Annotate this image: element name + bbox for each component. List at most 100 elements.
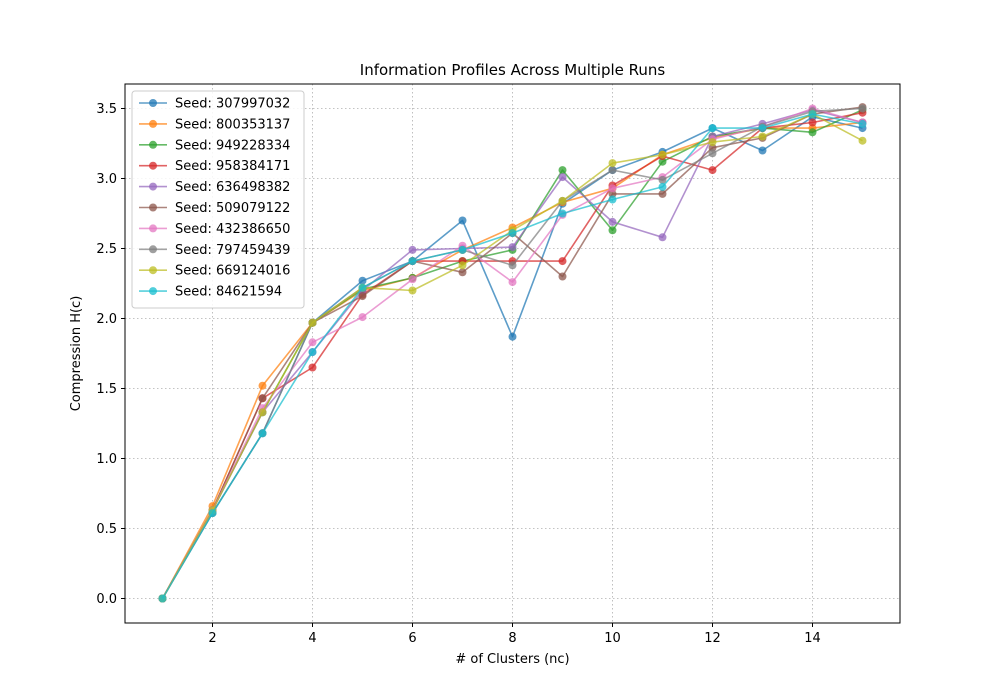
legend-marker [149, 119, 157, 128]
data-point [658, 189, 667, 198]
data-point [858, 104, 867, 113]
legend-item: Seed: 949228334 [139, 138, 290, 153]
y-axis-label: Compression H(c) [69, 296, 84, 412]
data-point [608, 226, 617, 235]
data-point [308, 338, 317, 347]
data-point [408, 257, 417, 266]
data-point [558, 173, 567, 182]
data-point [658, 175, 667, 184]
y-tick-label: 0.0 [96, 592, 117, 607]
data-point [358, 292, 367, 301]
data-point [808, 128, 817, 137]
data-point [258, 408, 267, 417]
data-point [358, 283, 367, 292]
legend-label: Seed: 432386650 [175, 222, 290, 237]
data-point [358, 313, 367, 322]
data-point [858, 119, 867, 128]
legend-marker [149, 224, 157, 233]
legend: Seed: 307997032 Seed: 800353137 Seed: 9492… [131, 90, 305, 309]
legend-item: Seed: 797459439 [139, 243, 290, 258]
data-point [558, 209, 567, 218]
data-point [708, 149, 717, 158]
data-point [608, 166, 617, 175]
data-point [458, 261, 467, 270]
y-tick-label: 3.5 [96, 102, 117, 117]
legend-marker [149, 287, 157, 296]
data-point [558, 272, 567, 281]
series-group [158, 110, 867, 603]
data-point [608, 195, 617, 204]
data-point [758, 124, 767, 133]
data-point [308, 348, 317, 357]
data-point [408, 286, 417, 295]
legend-label: Seed: 949228334 [175, 138, 290, 153]
data-point [408, 275, 417, 284]
legend-item: Seed: 800353137 [139, 117, 290, 132]
data-point [808, 118, 817, 127]
data-point [508, 243, 517, 252]
data-point [508, 261, 517, 270]
y-tick-label: 2.5 [96, 242, 117, 257]
data-point [608, 217, 617, 226]
legend-marker [149, 182, 157, 191]
data-point [658, 182, 667, 191]
data-point [458, 216, 467, 225]
data-point [258, 394, 267, 403]
legend-item: Seed: 509079122 [139, 201, 290, 216]
y-tick-label: 1.5 [96, 382, 117, 397]
data-point [258, 381, 267, 390]
legend-item: Seed: 669124016 [139, 264, 290, 279]
x-tick-label: 10 [604, 631, 621, 646]
data-point [358, 276, 367, 285]
data-point [458, 268, 467, 277]
data-point [608, 189, 617, 198]
data-point [608, 184, 617, 193]
data-point [508, 229, 517, 238]
data-point [508, 278, 517, 287]
data-point [658, 150, 667, 159]
legend-marker [149, 245, 157, 254]
data-point [758, 146, 767, 155]
legend-label: Seed: 800353137 [175, 117, 290, 132]
data-point [258, 429, 267, 438]
x-tick-label: 12 [704, 631, 721, 646]
data-point [658, 157, 667, 166]
legend-label: Seed: 958384171 [175, 159, 290, 174]
legend-marker [149, 140, 157, 149]
legend-label: Seed: 669124016 [175, 264, 290, 279]
x-tick-label: 8 [508, 631, 516, 646]
legend-label: Seed: 509079122 [175, 201, 290, 216]
legend-item: Seed: 636498382 [139, 180, 290, 195]
legend-label: Seed: 797459439 [175, 243, 290, 258]
y-tick-label: 2.0 [96, 312, 117, 327]
legend-item: Seed: 307997032 [139, 97, 290, 112]
data-point [858, 136, 867, 145]
x-axis-label: # of Clusters (nc) [455, 652, 569, 667]
data-point [608, 159, 617, 168]
y-tick-label: 1.0 [96, 452, 117, 467]
data-point [408, 245, 417, 254]
series-layer [158, 103, 867, 603]
data-point [558, 257, 567, 266]
legend-item: Seed: 84621594 [139, 285, 282, 300]
data-point [758, 132, 767, 141]
data-point [158, 594, 167, 603]
data-point [208, 509, 217, 518]
x-tick-label: 2 [208, 631, 216, 646]
legend-marker [149, 161, 157, 170]
legend-marker [149, 203, 157, 212]
legend-item: Seed: 958384171 [139, 159, 290, 174]
data-point [658, 233, 667, 242]
axis-layer: 2 4 6 8 10 12 14 0.0 0.5 1.0 1.5 2.0 2.5 3.0 3.5 [96, 102, 820, 646]
data-point [708, 124, 717, 133]
data-point [708, 143, 717, 152]
x-tick-label: 6 [408, 631, 416, 646]
y-tick-label: 3.0 [96, 172, 117, 187]
y-tick-label: 0.5 [96, 522, 117, 537]
data-point [458, 245, 467, 254]
data-point [308, 318, 317, 327]
legend-marker [149, 99, 157, 107]
chart-title: Information Profiles Across Multiple Run… [360, 61, 666, 79]
